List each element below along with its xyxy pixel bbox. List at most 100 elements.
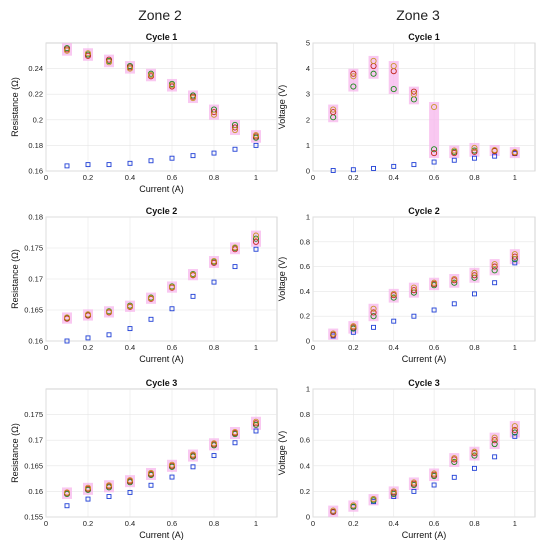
- data-point: [330, 168, 336, 173]
- data-point: [451, 474, 457, 480]
- data-point: [492, 454, 498, 460]
- chart-title: Cycle 3: [408, 378, 440, 388]
- y-axis-label: Voltage (V): [277, 85, 287, 130]
- data-point: [370, 57, 377, 64]
- data-point: [451, 301, 457, 307]
- data-point: [231, 124, 239, 131]
- x-tick-label: 1: [513, 173, 517, 182]
- y-tick-label: 0.16: [28, 487, 43, 496]
- y-tick-label: 0.2: [300, 487, 310, 496]
- spread-band: [188, 269, 198, 281]
- x-tick-label: 0.4: [389, 519, 399, 528]
- data-point: [431, 482, 437, 488]
- x-axis-label: Current (A): [139, 530, 184, 540]
- data-point: [472, 291, 477, 297]
- y-tick-label: 0.2: [300, 312, 310, 321]
- spread-band: [125, 475, 135, 488]
- y-tick-label: 0.4: [300, 461, 310, 470]
- y-tick-label: 0.18: [28, 141, 43, 150]
- data-point: [232, 440, 238, 446]
- y-axis-label: Resistance (Ω): [10, 423, 20, 483]
- data-point: [491, 434, 498, 441]
- chart-panel: 0.16 0.18 0.2 0.22 0.24 0 0.2 0.4 0.6 0.8 1 Cycle 1…: [10, 32, 278, 194]
- data-point: [491, 267, 498, 274]
- x-tick-label: 0.4: [125, 519, 135, 528]
- y-tick-label: 0.16: [28, 337, 43, 346]
- data-point: [210, 440, 218, 447]
- data-point: [511, 251, 518, 258]
- data-point: [210, 257, 218, 265]
- data-point: [330, 507, 337, 514]
- data-point: [147, 71, 155, 79]
- data-point: [211, 150, 217, 156]
- data-point: [148, 482, 154, 488]
- data-point: [252, 232, 260, 239]
- data-point: [350, 323, 357, 330]
- data-point: [168, 461, 176, 468]
- spread-band: [83, 48, 93, 61]
- spread-band: [328, 104, 339, 123]
- data-point: [431, 307, 437, 313]
- data-point: [85, 496, 91, 502]
- y-tick-label: 0.22: [28, 90, 43, 99]
- plot-area: [312, 42, 536, 172]
- data-point: [85, 162, 91, 168]
- x-tick-label: 0.4: [125, 343, 135, 352]
- data-point: [350, 83, 357, 90]
- spread-band: [388, 61, 399, 95]
- data-point: [491, 437, 498, 444]
- spread-band: [230, 242, 240, 255]
- data-point: [370, 313, 377, 320]
- data-point: [471, 448, 478, 455]
- data-point: [471, 148, 478, 155]
- data-point: [431, 159, 437, 165]
- spread-band: [146, 68, 156, 82]
- data-point: [189, 271, 197, 278]
- data-point: [471, 272, 478, 279]
- data-point: [350, 167, 356, 173]
- spread-band: [509, 147, 520, 159]
- chart-panel: 0 0.2 0.4 0.6 0.8 1 0 0.2 0.4 0.6 0.8 1 Cycle 3 Curre…: [277, 378, 536, 540]
- data-point: [84, 311, 92, 318]
- spread-band: [83, 482, 93, 495]
- data-point: [491, 263, 498, 270]
- spread-band: [509, 421, 520, 438]
- x-tick-label: 0.8: [469, 519, 479, 528]
- x-tick-label: 0.8: [209, 343, 219, 352]
- data-point: [371, 165, 376, 171]
- spread-band: [251, 130, 261, 143]
- y-tick-label: 0: [306, 167, 310, 176]
- data-point: [390, 488, 397, 495]
- spread-band: [469, 446, 480, 461]
- spread-band: [429, 277, 440, 291]
- y-tick-label: 0.18: [28, 213, 43, 222]
- spread-band: [469, 142, 480, 157]
- data-point: [431, 470, 438, 477]
- spread-band: [209, 438, 219, 451]
- data-point: [431, 103, 438, 111]
- x-axis-label: Current (A): [402, 530, 447, 540]
- y-tick-label: 0.16: [28, 167, 43, 176]
- spread-band: [449, 145, 460, 159]
- data-point: [252, 238, 260, 245]
- data-point: [148, 158, 154, 164]
- y-tick-label: 0.175: [24, 410, 43, 419]
- data-point: [411, 162, 417, 168]
- data-point: [410, 287, 417, 294]
- y-tick-label: 5: [306, 39, 310, 48]
- data-point: [190, 464, 196, 470]
- data-point: [350, 73, 357, 80]
- y-tick-label: 4: [306, 64, 310, 73]
- x-tick-label: 0.4: [389, 173, 399, 182]
- x-tick-label: 0.8: [469, 173, 479, 182]
- data-point: [231, 244, 239, 251]
- data-point: [231, 428, 239, 436]
- x-tick-label: 1: [254, 343, 258, 352]
- data-point: [211, 279, 217, 285]
- spread-band: [188, 449, 198, 462]
- zone-2-title: Zone 2: [138, 7, 182, 23]
- data-point: [491, 440, 498, 448]
- data-point: [253, 142, 259, 148]
- spread-band: [251, 230, 261, 247]
